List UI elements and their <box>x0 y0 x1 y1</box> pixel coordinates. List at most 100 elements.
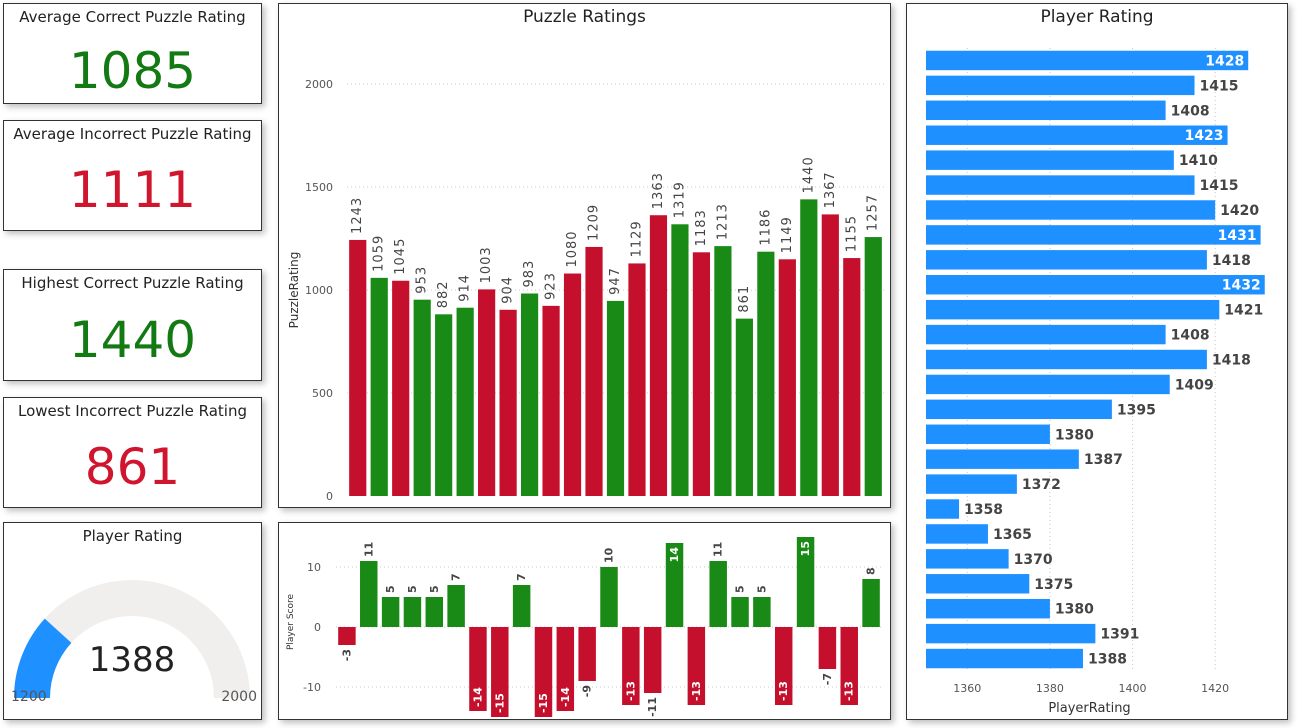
data-label: 882 <box>436 280 451 308</box>
data-label: 1415 <box>1200 78 1239 94</box>
bar <box>796 537 815 627</box>
data-label: -9 <box>581 685 594 697</box>
data-label: 1418 <box>1212 353 1251 369</box>
data-label: 1387 <box>1084 452 1123 468</box>
y-tick-label: 0 <box>326 490 333 503</box>
bar <box>778 259 796 496</box>
data-label: 1129 <box>629 220 644 257</box>
bar <box>600 567 618 627</box>
bar <box>840 627 858 705</box>
data-label: 1432 <box>1222 278 1261 294</box>
data-label: -14 <box>471 687 484 707</box>
bar <box>864 237 882 497</box>
data-label: 1372 <box>1022 477 1061 493</box>
bar <box>447 585 465 627</box>
data-label: 10 <box>603 547 616 563</box>
gauge-title: Player Rating <box>82 527 183 545</box>
kpi-value: 1111 <box>68 161 197 219</box>
bar <box>753 597 771 627</box>
bar <box>735 318 753 496</box>
bar <box>774 627 793 705</box>
data-label: 1391 <box>1100 627 1139 643</box>
bar <box>563 273 582 496</box>
gauge-track <box>14 580 250 698</box>
bar <box>926 175 1195 195</box>
gauge-min-label: 1200 <box>11 689 47 705</box>
data-label: 11 <box>362 542 375 557</box>
data-label: 11 <box>712 542 725 557</box>
bar <box>665 543 684 627</box>
data-label: 1431 <box>1218 228 1257 244</box>
kpi-card-lowest-incorrect: Lowest Incorrect Puzzle Rating 861 <box>3 397 262 508</box>
kpi-card-avg-incorrect: Average Incorrect Puzzle Rating 1111 <box>3 120 262 231</box>
bar <box>926 75 1195 96</box>
bar <box>671 224 689 496</box>
bar <box>520 293 539 496</box>
data-label: -15 <box>537 693 550 713</box>
data-label: 1410 <box>1179 153 1218 169</box>
kpi-title: Highest Correct Puzzle Rating <box>21 274 244 292</box>
data-label: 1415 <box>1200 178 1239 194</box>
data-label: 1420 <box>1220 203 1259 219</box>
data-label: 1358 <box>964 502 1003 518</box>
data-label: -3 <box>340 649 353 661</box>
data-label: -13 <box>690 681 703 701</box>
bar <box>926 598 1050 619</box>
gauge-value: 1388 <box>89 640 176 680</box>
player-rating-chart: 1360 1380 1400 1420 PlayerRating 1428 1415 1408… <box>926 48 1265 716</box>
bar <box>403 597 422 627</box>
bar <box>435 314 453 496</box>
kpi-value: 1440 <box>68 311 197 369</box>
data-label: 1003 <box>479 246 494 283</box>
gauge-max-label: 2000 <box>221 689 257 705</box>
bar <box>534 627 553 717</box>
data-label: -7 <box>821 673 834 685</box>
data-label: 904 <box>501 276 516 304</box>
data-label: 1408 <box>1171 103 1210 119</box>
bar <box>628 263 646 496</box>
bar <box>821 214 839 496</box>
data-label: -11 <box>646 697 659 717</box>
bar <box>926 474 1017 494</box>
bar <box>491 627 509 717</box>
bar <box>926 449 1079 469</box>
y-axis-label: Player Score <box>286 594 296 651</box>
data-label: 1186 <box>758 209 773 246</box>
data-label: 947 <box>608 267 623 295</box>
bar <box>731 597 749 627</box>
data-label: 8 <box>865 567 878 575</box>
bar <box>478 289 496 496</box>
data-label: 1365 <box>993 527 1032 543</box>
bar <box>926 499 960 519</box>
data-label: -13 <box>843 681 856 701</box>
kpi-title: Average Incorrect Puzzle Rating <box>13 125 252 143</box>
data-label: 1423 <box>1185 128 1224 144</box>
puzzle-ratings-chart: 0 500 1000 1500 2000 PuzzleRating 1243 1059 1045… <box>287 78 884 503</box>
data-label: 1440 <box>801 156 816 193</box>
data-label: 1395 <box>1117 402 1156 418</box>
data-label: 983 <box>522 260 537 288</box>
data-label: 1319 <box>672 181 687 218</box>
data-label: -13 <box>624 681 637 701</box>
data-label: 1408 <box>1171 328 1210 344</box>
bar <box>843 258 861 496</box>
x-tick-label: 1360 <box>953 682 981 695</box>
player-rating-card: Player Rating 1360 1380 1400 1420 PlayerRati… <box>906 3 1288 720</box>
bar <box>709 561 727 627</box>
data-label: 1183 <box>694 209 709 246</box>
bar <box>585 246 603 496</box>
bar <box>818 627 837 669</box>
data-label: 1409 <box>1175 377 1214 393</box>
bar <box>578 627 596 681</box>
bar <box>926 399 1112 420</box>
bar <box>926 648 1083 669</box>
data-label: 1370 <box>1014 552 1053 568</box>
x-tick-label: 1380 <box>1036 682 1064 695</box>
data-label: 1149 <box>780 216 795 253</box>
bar <box>862 579 880 627</box>
bar <box>926 275 1265 295</box>
player-score-card: -10 0 10 Player Score -3 11 5 5 5 7 -14 -15 7 -15 -14-… <box>278 522 891 720</box>
bar <box>349 239 367 496</box>
data-label: 1059 <box>372 235 387 272</box>
